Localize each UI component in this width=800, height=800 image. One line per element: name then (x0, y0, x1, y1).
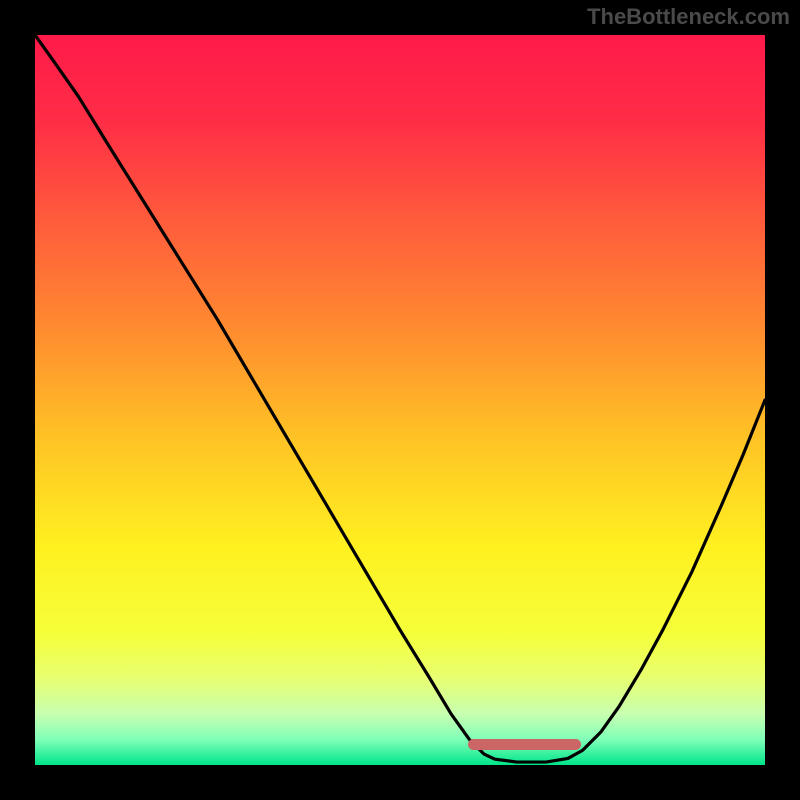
curve-layer (35, 35, 765, 765)
watermark-text: TheBottleneck.com (587, 4, 790, 30)
optimal-range-marker (468, 739, 581, 750)
bottleneck-curve (35, 35, 765, 762)
plot-area (35, 35, 765, 765)
chart-container: TheBottleneck.com (0, 0, 800, 800)
